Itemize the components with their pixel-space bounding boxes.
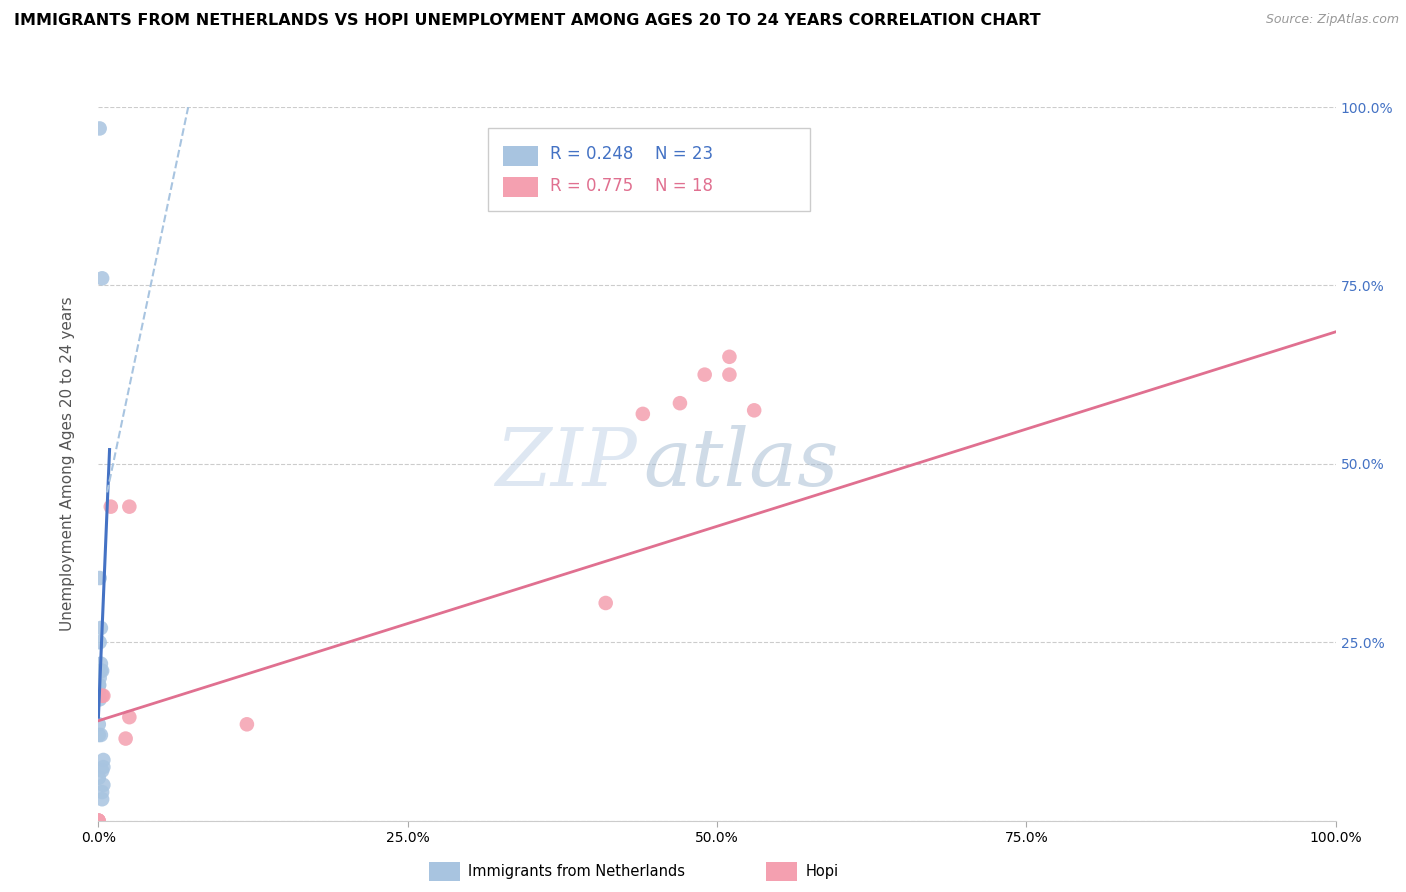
Text: Hopi: Hopi bbox=[806, 864, 839, 879]
Point bbox=[693, 368, 716, 382]
Point bbox=[595, 596, 617, 610]
Point bbox=[718, 350, 741, 364]
Point bbox=[631, 407, 654, 421]
Point bbox=[87, 771, 110, 785]
Point bbox=[89, 692, 111, 706]
Point bbox=[90, 621, 112, 635]
FancyBboxPatch shape bbox=[503, 145, 537, 166]
Point bbox=[87, 814, 110, 828]
Y-axis label: Unemployment Among Ages 20 to 24 years: Unemployment Among Ages 20 to 24 years bbox=[60, 296, 75, 632]
Point bbox=[93, 689, 115, 703]
Point bbox=[236, 717, 259, 731]
Point bbox=[93, 753, 115, 767]
Point bbox=[89, 121, 111, 136]
Point bbox=[100, 500, 122, 514]
Point bbox=[89, 635, 111, 649]
Point bbox=[87, 678, 110, 692]
Text: R = 0.248: R = 0.248 bbox=[550, 145, 633, 163]
FancyBboxPatch shape bbox=[488, 128, 810, 211]
Text: N = 23: N = 23 bbox=[655, 145, 713, 163]
Point bbox=[93, 778, 115, 792]
Text: N = 18: N = 18 bbox=[655, 177, 713, 194]
Point bbox=[89, 671, 111, 685]
Text: atlas: atlas bbox=[643, 425, 838, 502]
Point bbox=[91, 764, 114, 778]
Point bbox=[87, 678, 110, 692]
Point bbox=[718, 368, 741, 382]
Point bbox=[87, 685, 110, 699]
Point bbox=[91, 792, 114, 806]
Point bbox=[90, 664, 112, 678]
Point bbox=[87, 728, 110, 742]
Point bbox=[118, 500, 141, 514]
Point bbox=[87, 814, 110, 828]
Point bbox=[114, 731, 136, 746]
Point bbox=[90, 657, 112, 671]
Text: Immigrants from Netherlands: Immigrants from Netherlands bbox=[468, 864, 685, 879]
Point bbox=[90, 728, 112, 742]
Text: Source: ZipAtlas.com: Source: ZipAtlas.com bbox=[1265, 13, 1399, 27]
Point bbox=[118, 710, 141, 724]
FancyBboxPatch shape bbox=[503, 177, 537, 197]
Point bbox=[91, 664, 114, 678]
Text: IMMIGRANTS FROM NETHERLANDS VS HOPI UNEMPLOYMENT AMONG AGES 20 TO 24 YEARS CORRE: IMMIGRANTS FROM NETHERLANDS VS HOPI UNEM… bbox=[14, 13, 1040, 29]
Point bbox=[669, 396, 692, 410]
Point bbox=[87, 814, 110, 828]
Point bbox=[87, 717, 110, 731]
Point bbox=[742, 403, 765, 417]
Text: ZIP: ZIP bbox=[495, 425, 637, 502]
Point bbox=[91, 689, 114, 703]
Point bbox=[87, 814, 110, 828]
Point bbox=[91, 785, 114, 799]
Point bbox=[91, 271, 114, 285]
Text: R = 0.775: R = 0.775 bbox=[550, 177, 633, 194]
Point bbox=[93, 760, 115, 774]
Point bbox=[89, 571, 111, 585]
